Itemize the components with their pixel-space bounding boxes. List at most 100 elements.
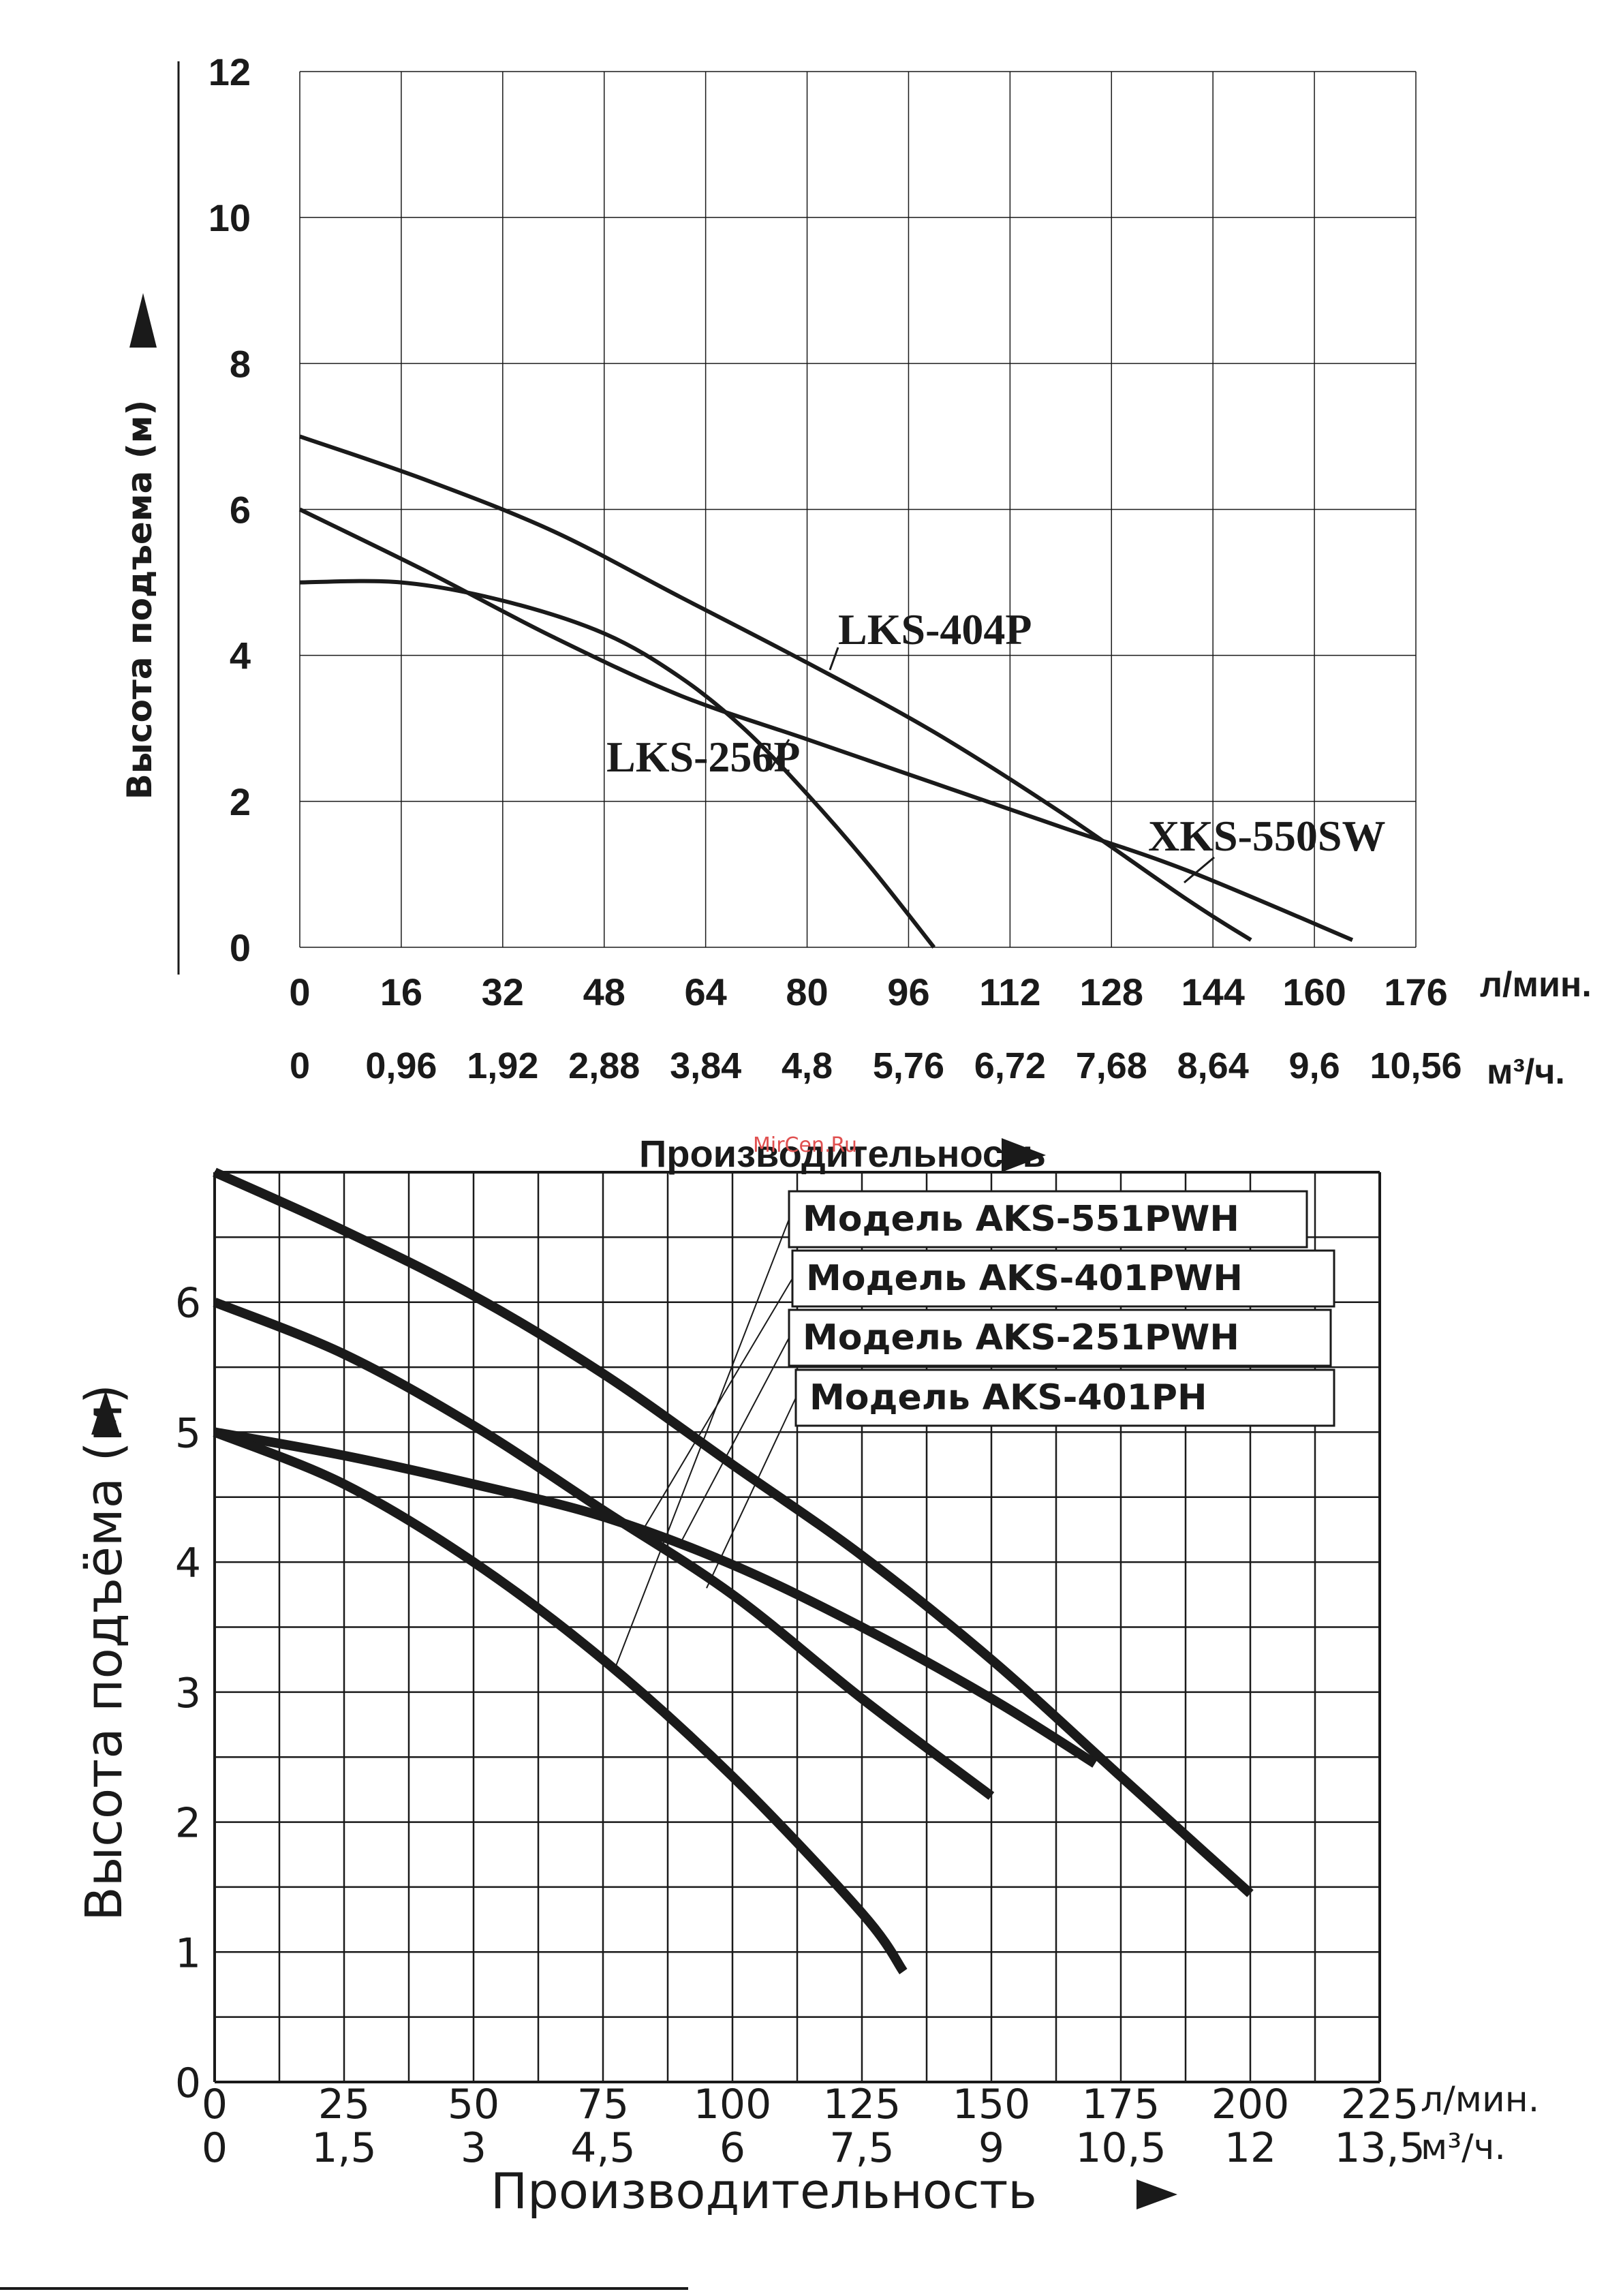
chart-top-grid [299,71,1417,948]
legend-leader-line [680,1337,790,1544]
chart-top-x-tick-lmin: 96 [887,970,929,1013]
chart-top-x-tick-m3h: 3,84 [670,1045,741,1086]
chart-top-x-tick-lmin: 0 [289,970,310,1013]
chart-top-x-tick-lmin: 128 [1080,970,1143,1013]
chart-top-x-tick-m3h: 0,96 [365,1045,437,1086]
chart-bottom-x-unit-m3h: м³/ч. [1421,2127,1506,2168]
chart-bottom-x-arrow-icon [1137,2179,1177,2209]
chart-bottom-x-tick-m3h: 6 [720,2124,745,2172]
chart-bottom-x-tick-m3h: 7,5 [829,2124,894,2172]
chart-bottom-y-tick-label: 2 [175,1800,201,1848]
chart-bottom-y-label: Высота подъёма (м) [75,1384,134,1921]
chart-top-x-tick-lmin: 160 [1282,970,1346,1013]
chart-top-x-unit-lmin: л/мин. [1480,965,1592,1005]
chart-top-x-title: Производительность MirCen.Ru [639,1132,1046,1175]
chart-top-x-tick-lmin: 144 [1181,970,1244,1013]
series-line-aks-251pwh [213,1427,1098,1768]
chart-top-x-tick-lmin: 176 [1384,970,1447,1013]
chart-top-series [298,434,1354,949]
chart-bottom-x-title: Производительность [491,2162,1177,2220]
chart-bottom-x-tick-m3h: 9 [978,2124,1004,2172]
series-label-xks-550sw: XKS-550SW [1148,812,1386,860]
chart-bottom-y-arrow-icon [91,1390,120,1435]
chart-top-x-tick-m3h: 5,76 [873,1045,944,1086]
chart-bottom-y-tick-label: 3 [175,1670,201,1717]
chart-top-x-tick-m3h: 2,88 [568,1045,640,1086]
chart-top-x-tick-lmin: 80 [786,970,828,1013]
chart-top: 0 2 4 6 8 10 12 0 16 32 48 64 80 96 112 128 144 160 176 0… [120,50,1592,1092]
series-label-lks-256p: LKS-256P [606,733,800,781]
chart-top-x-ticks-m3h: 0 0,96 1,92 2,88 3,84 4,8 5,76 6,72 7,68 8,64 9,6 1… [290,1045,1462,1086]
chart-bottom-series [213,1167,1254,1974]
chart-top-x-tick-m3h: 4,8 [782,1045,833,1086]
chart-bottom-x-tick-lmin: 225 [1341,2081,1419,2128]
chart-top-x-unit-m3h: м³/ч. [1487,1052,1565,1092]
leader-lks-256p [769,739,790,771]
chart-bottom-x-tick-m3h: 3 [461,2124,486,2172]
chart-top-x-tick-m3h: 10,56 [1370,1045,1462,1086]
chart-bottom-x-tick-lmin: 175 [1082,2081,1160,2128]
series-line-aks-401ph [213,1427,908,1974]
series-line-aks-551pwh [213,1167,1254,1897]
legend-box [788,1190,1308,1249]
chart-top-x-tick-m3h: 8,64 [1177,1045,1249,1086]
chart-top-y-tick-label: 12 [208,50,251,93]
chart-bottom-x-tick-lmin: 100 [694,2081,772,2128]
chart-top-y-tick-label: 2 [230,780,251,823]
legend-label: Модель AKS-551PWH [803,1199,1239,1240]
chart-top-x-tick-m3h: 6,72 [974,1045,1046,1086]
chart-top-y-arrow-icon [129,293,157,348]
chart-bottom-x-tick-lmin: 50 [448,2081,499,2128]
chart-top-x-tick-m3h: 7,68 [1076,1045,1147,1086]
chart-bottom-x-tick-lmin: 150 [953,2081,1031,2128]
leader-lks-404p [829,647,839,671]
series-line-xks-550sw [298,507,1354,943]
legend-box [791,1249,1335,1308]
chart-top-series-labels: LKS-404P LKS-256P XKS-550SW [606,605,1386,884]
chart-top-y-axis-label: Высота подъема (м) [120,400,159,800]
watermark: MirCen.Ru [753,1133,857,1157]
chart-bottom-x-tick-lmin: 25 [318,2081,370,2128]
legend-label: Модель AKS-401PWH [806,1258,1243,1299]
chart-bottom-x-tick-lmin: 200 [1211,2081,1290,2128]
chart-bottom-x-ticks-lmin: 0 25 50 75 100 125 150 175 200 225 [202,2081,1419,2128]
chart-bottom-x-tick-m3h: 4,5 [570,2124,635,2172]
chart-bottom-x-tick-lmin: 125 [823,2081,901,2128]
chart-bottom-y-tick-label: 1 [175,1929,201,1977]
series-line-lks-256p [299,579,936,949]
legend-label: Модель AKS-251PWH [803,1317,1239,1358]
chart-bottom-y-tick-label: 5 [175,1409,201,1457]
chart-bottom-x-tick-m3h: 13,5 [1334,2124,1425,2172]
chart-top-x-tick-lmin: 32 [482,970,524,1013]
chart-bottom-y-axis-label: Высота подъёма (м) [75,1384,134,1921]
chart-bottom-legend: Модель AKS-551PWH Модель AKS-401PWH Модель… [788,1190,1335,1427]
chart-top-x-tick-lmin: 48 [583,970,625,1013]
legend-box [788,1308,1332,1367]
chart-bottom-x-ticks-m3h: 0 1,5 3 4,5 6 7,5 9 10,5 12 13,5 [202,2124,1425,2172]
chart-top-x-tick-lmin: 16 [380,970,422,1013]
chart-top-y-tick-label: 6 [230,489,251,532]
chart-top-x-tick-lmin: 112 [979,970,1040,1013]
chart-bottom-x-tick-m3h: 1,5 [311,2124,376,2172]
chart-bottom-y-tick-label: 6 [175,1280,201,1328]
chart-bottom-y-tick-label: 4 [175,1540,201,1587]
chart-bottom-x-unit-lmin: л/мин. [1421,2079,1539,2120]
chart-top-x-tick-m3h: 0 [290,1045,310,1086]
chart-top-x-tick-m3h: 9,6 [1289,1045,1340,1086]
legend-box [794,1368,1335,1427]
legend-leader-line [638,1278,793,1537]
chart-top-y-tick-label: 10 [208,196,251,239]
chart-top-y-ticks: 0 2 4 6 8 10 12 [208,50,251,969]
chart-bottom-x-tick-m3h: 0 [202,2124,228,2172]
legend-label: Модель AKS-401PH [809,1377,1207,1418]
chart-top-x-axis-title: Производительность [639,1132,1046,1175]
chart-top-x-tick-m3h: 1,92 [467,1045,538,1086]
series-line-lks-404p [299,434,1252,942]
chart-bottom-x-tick-lmin: 0 [202,2081,228,2128]
chart-top-y-tick-label: 8 [230,342,251,385]
chart-bottom-y-ticks: 0 1 2 3 4 5 6 [175,1280,201,2107]
chart-top-y-tick-label: 0 [230,926,251,969]
